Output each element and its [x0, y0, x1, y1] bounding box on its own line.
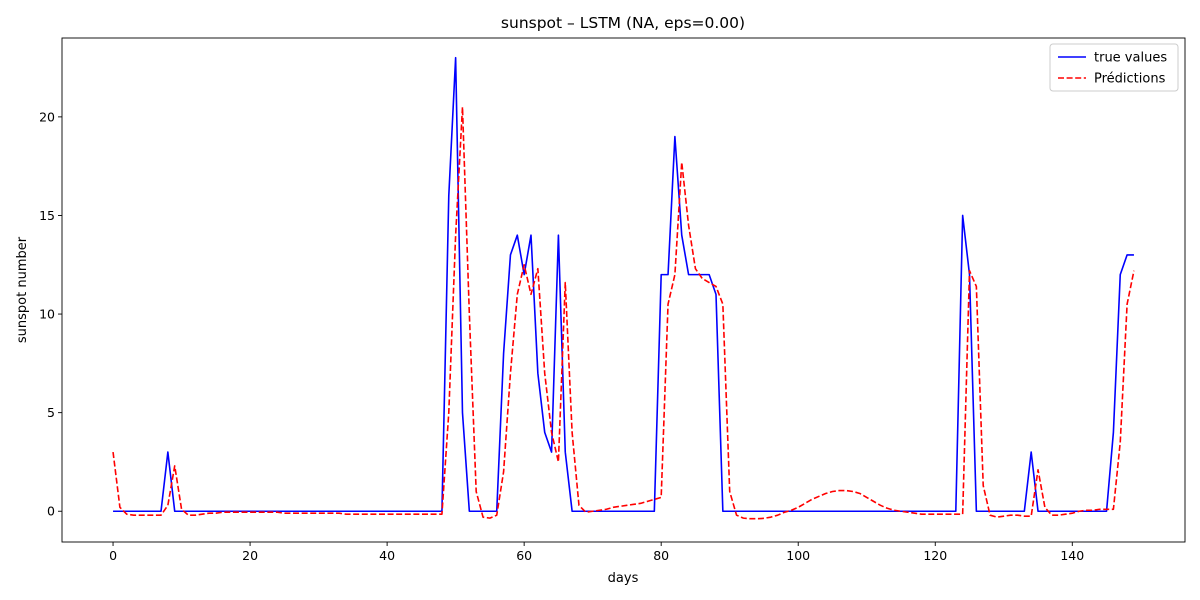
- y-tick-label: 10: [39, 307, 55, 322]
- x-tick-label: 60: [516, 548, 532, 563]
- legend-label: Prédictions: [1094, 72, 1166, 87]
- legend-label: true values: [1094, 51, 1167, 66]
- legend-box: [1049, 43, 1179, 92]
- x-tick-label: 80: [653, 548, 669, 563]
- x-tick-label: 140: [1060, 548, 1084, 563]
- y-tick-label: 20: [39, 109, 55, 124]
- series-line-predictions: [112, 106, 1135, 520]
- x-tick-label: 20: [242, 548, 258, 563]
- x-tick-label: 100: [786, 548, 810, 563]
- y-axis: 0 5 10 15 20: [39, 109, 62, 519]
- y-tick-label: 5: [47, 405, 55, 420]
- y-tick-label: 15: [39, 208, 55, 223]
- x-axis: 0 20 40 60 80 100 120 140: [109, 542, 1084, 563]
- y-tick-label: 0: [47, 504, 55, 519]
- x-tick-label: 0: [109, 548, 117, 563]
- series-line-true-values: [113, 56, 1134, 513]
- x-axis-label: days: [608, 571, 639, 586]
- y-axis-label: sunspot number: [15, 236, 30, 343]
- legend: true values Prédictions: [1049, 43, 1179, 92]
- x-tick-label: 120: [923, 548, 947, 563]
- plot-frame: [61, 37, 1186, 543]
- x-tick-label: 40: [379, 548, 395, 563]
- plot-area: [61, 37, 1186, 543]
- chart-title: sunspot – LSTM (NA, eps=0.00): [501, 14, 745, 32]
